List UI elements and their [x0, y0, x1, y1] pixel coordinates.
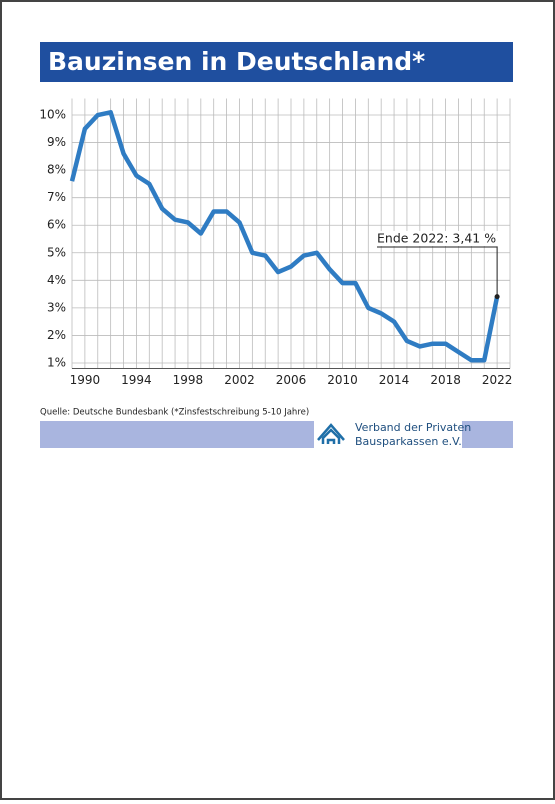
x-tick-label: 2014: [379, 373, 410, 387]
annotation-leader: [377, 246, 498, 297]
annotation-bg: [374, 231, 498, 246]
x-tick-label: 2002: [224, 373, 255, 387]
annotation: Ende 2022: 3,41 %: [377, 231, 496, 246]
y-tick-label: 1%: [47, 355, 66, 369]
y-tick-label: 9%: [47, 135, 66, 149]
y-tick-label: 3%: [47, 300, 66, 314]
x-tick-label: 2006: [276, 373, 307, 387]
x-tick-label: 1990: [70, 373, 101, 387]
y-tick-label: 2%: [47, 328, 66, 342]
y-tick-label: 10%: [39, 108, 66, 122]
logo-text: Bausparkassen e.V.: [355, 435, 462, 448]
footer-bar: [40, 421, 314, 448]
x-tick-label: 2010: [327, 373, 358, 387]
x-tick-label: 2022: [482, 373, 513, 387]
y-tick-label: 5%: [47, 245, 66, 259]
x-tick-label: 1998: [173, 373, 204, 387]
y-tick-label: 4%: [47, 273, 66, 287]
x-tick-label: 1994: [121, 373, 152, 387]
logo-text: Verband der Privaten: [355, 421, 471, 434]
data-line: [69, 110, 500, 363]
footer-bar: [462, 421, 513, 448]
y-tick-label: 7%: [47, 190, 66, 204]
logo-icon: [317, 423, 345, 444]
source: Quelle: Deutsche Bundesbank (*Zinsfestsc…: [40, 408, 309, 418]
chart-title: Bauzinsen in Deutschland*: [48, 47, 425, 76]
y-tick-label: 6%: [47, 218, 66, 232]
title-bar: [40, 42, 513, 82]
annotation-point: [494, 294, 500, 300]
x-tick-label: 2018: [430, 373, 461, 387]
y-tick-label: 8%: [47, 163, 66, 177]
